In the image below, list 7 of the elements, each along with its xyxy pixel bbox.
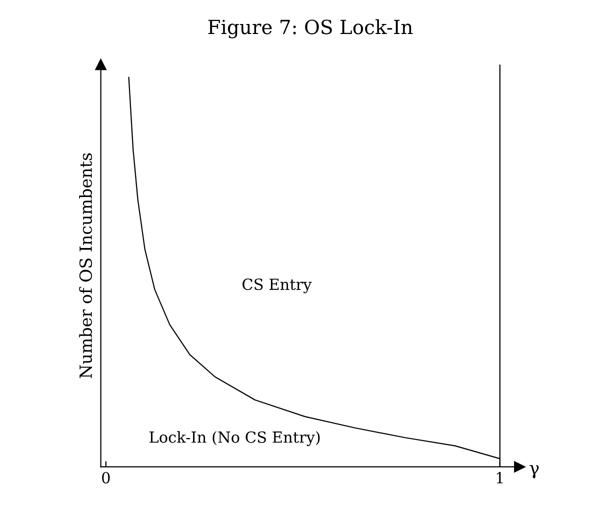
y-axis-title: Number of OS Incumbents [79, 153, 92, 378]
chart-title: Figure 7: OS Lock-In [208, 19, 413, 38]
annotation: Lock-In (No CS Entry) [150, 431, 320, 446]
x-tick-label: 1 [496, 472, 503, 484]
x-axis-title: γ [530, 465, 539, 478]
x-tick-label: 0 [102, 472, 110, 484]
annotation: CS Entry [242, 278, 312, 294]
